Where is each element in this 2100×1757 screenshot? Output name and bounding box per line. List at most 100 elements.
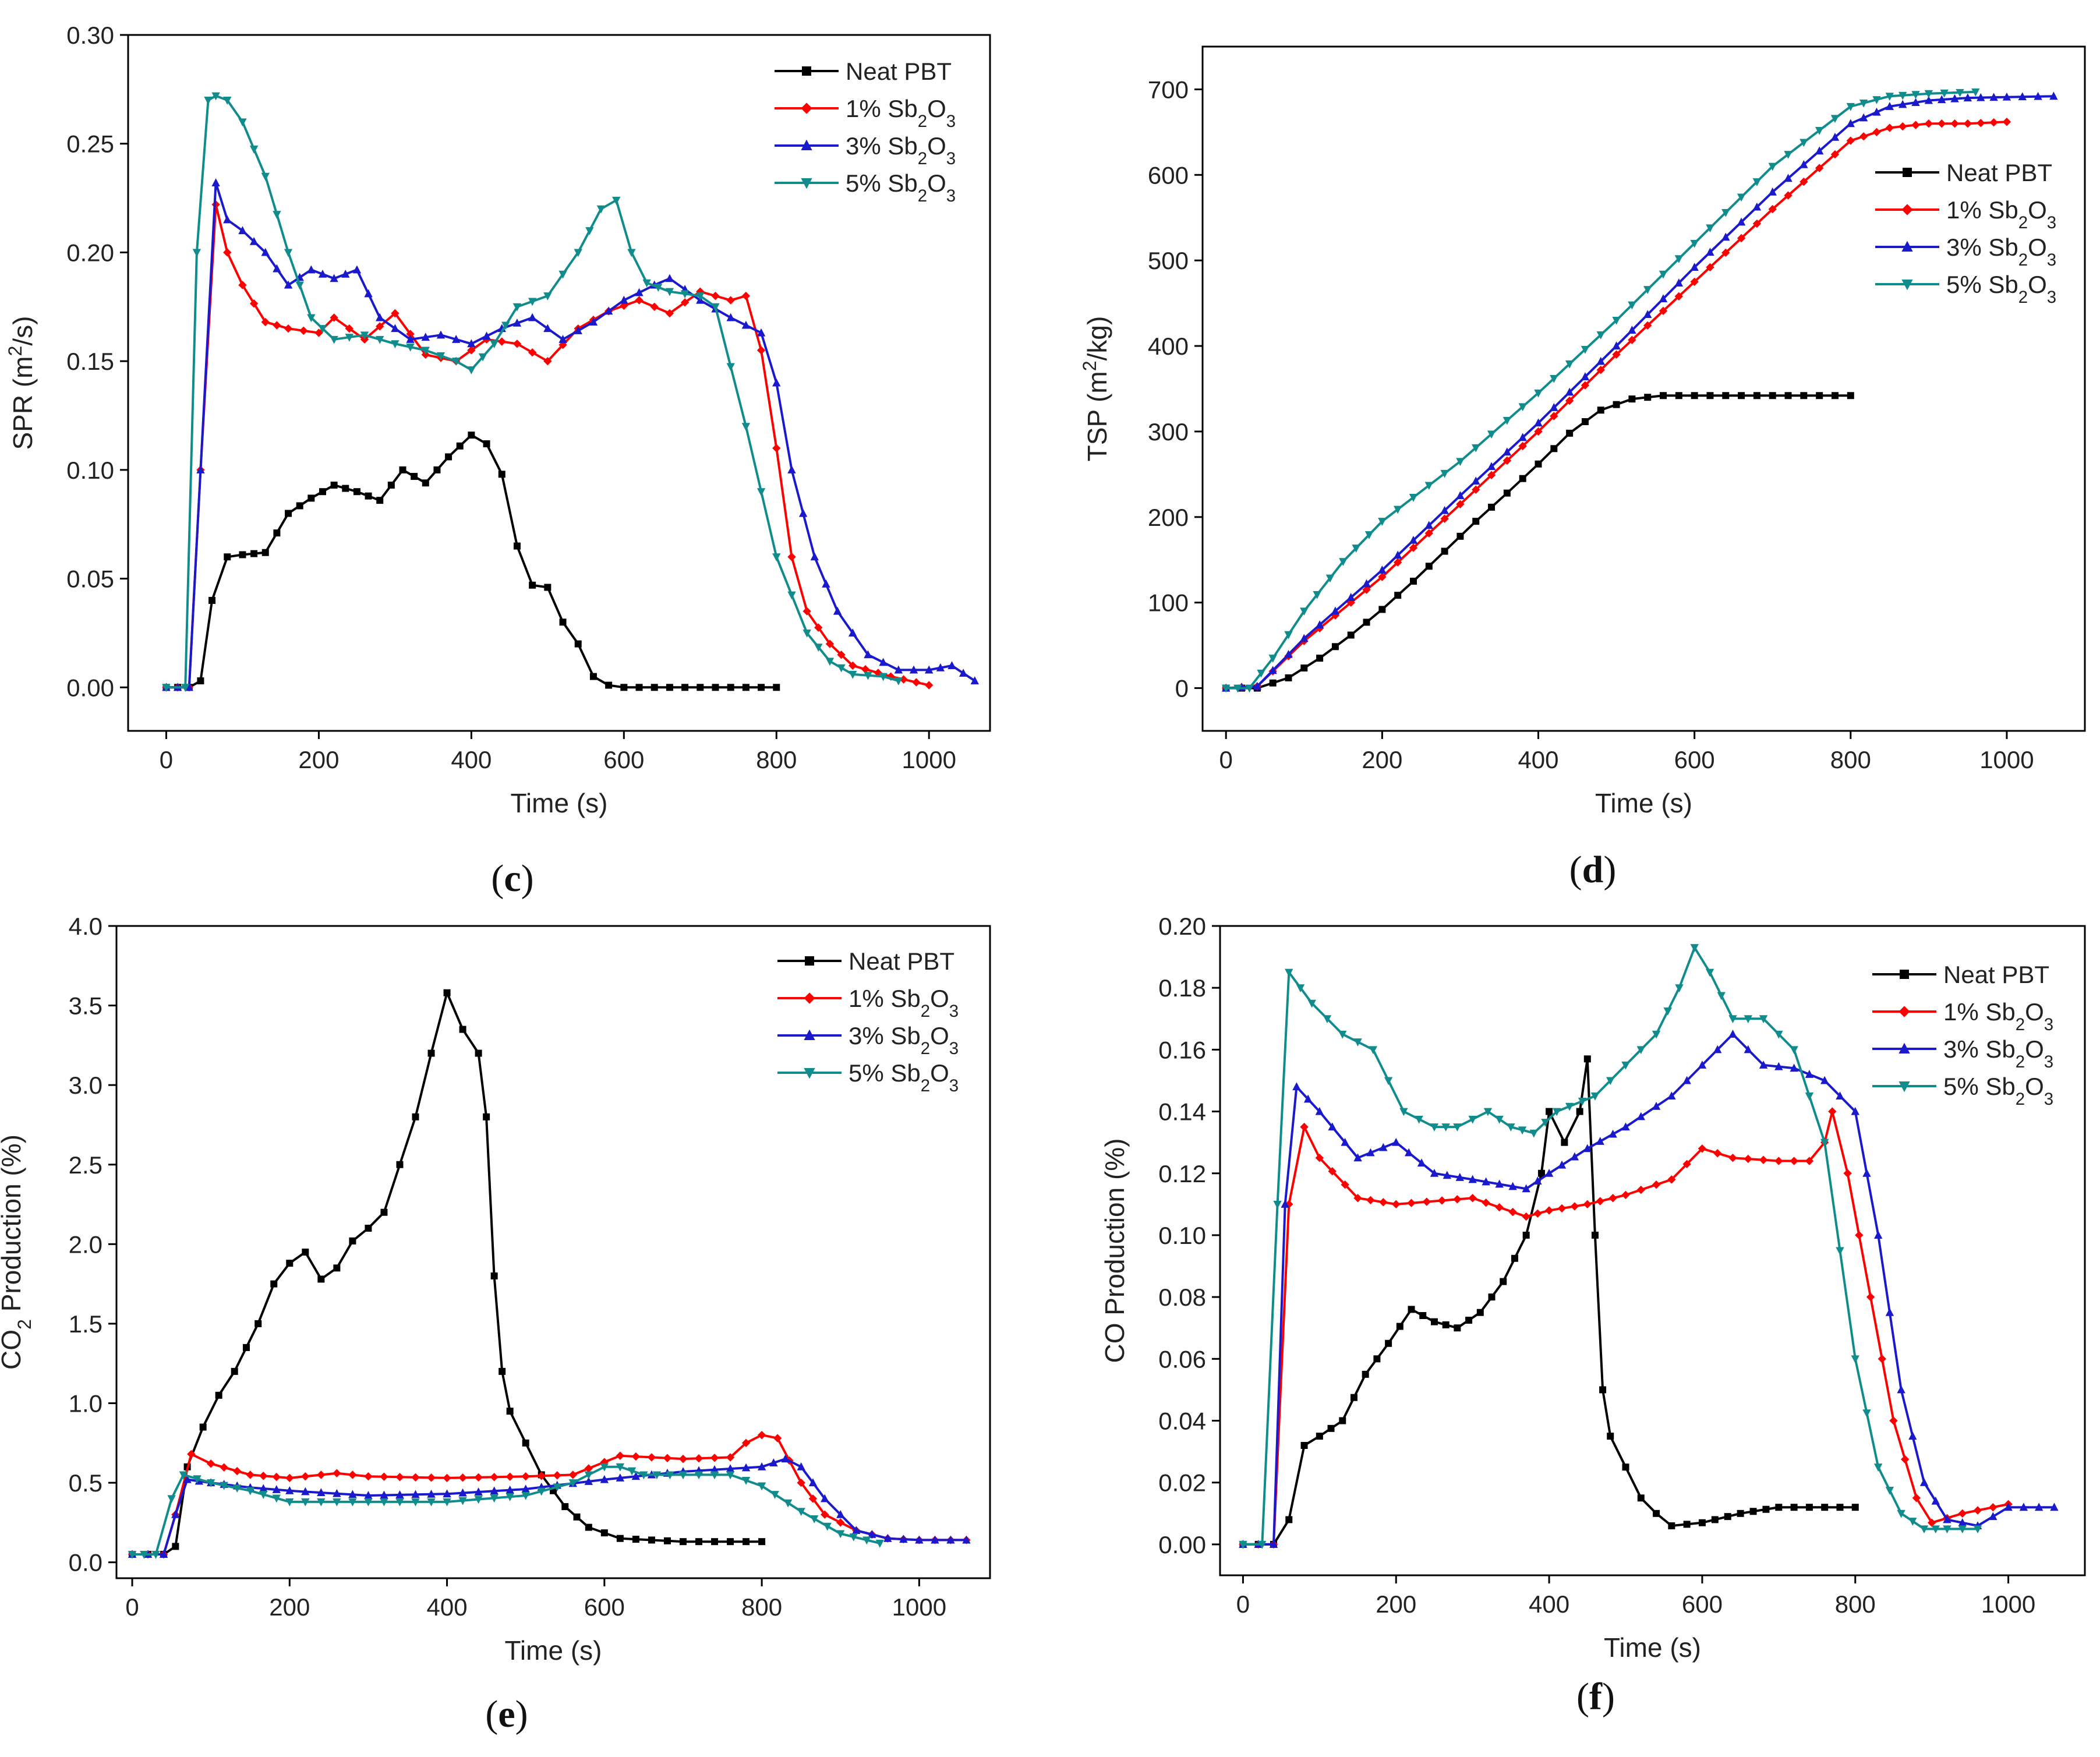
- data-point: [1393, 558, 1402, 567]
- data-point: [666, 1471, 674, 1480]
- y-tick-label: 1.0: [69, 1390, 102, 1417]
- data-point: [1599, 1386, 1607, 1394]
- data-point: [894, 665, 903, 674]
- data-point: [273, 529, 281, 537]
- x-tick-label: 800: [756, 746, 797, 773]
- data-point: [772, 553, 781, 562]
- plot-frame: [1201, 45, 2086, 732]
- data-point: [1698, 1519, 1706, 1526]
- data-point: [468, 432, 475, 439]
- data-point: [1800, 160, 1808, 168]
- data-point: [512, 319, 522, 327]
- data-point: [427, 1473, 436, 1482]
- data-point: [183, 1475, 192, 1483]
- data-point: [1350, 1394, 1357, 1401]
- data-point: [814, 644, 823, 652]
- data-point: [501, 321, 510, 330]
- data-point: [1938, 119, 1946, 128]
- data-point: [529, 581, 536, 589]
- data-point: [1866, 1292, 1875, 1302]
- data-point: [1379, 1198, 1388, 1207]
- data-point: [1973, 1525, 1982, 1534]
- data-point: [395, 1490, 404, 1498]
- data-point: [140, 1551, 149, 1559]
- data-point: [1425, 563, 1433, 570]
- data-point: [528, 348, 537, 357]
- data-point: [1674, 255, 1684, 264]
- data-point: [899, 675, 908, 684]
- data-point: [680, 290, 690, 299]
- data-point: [436, 352, 446, 360]
- data-point: [696, 292, 705, 301]
- data-point: [352, 265, 362, 274]
- data-point: [1698, 1060, 1707, 1069]
- data-point: [301, 1498, 310, 1507]
- data-point: [505, 1472, 514, 1481]
- data-point: [1533, 1176, 1542, 1185]
- data-point: [627, 249, 636, 257]
- data-point: [1628, 335, 1636, 344]
- data-point: [376, 313, 384, 321]
- data-point: [1353, 1153, 1362, 1162]
- data-point: [456, 442, 464, 450]
- data-point: [1453, 1195, 1462, 1204]
- data-point: [1362, 579, 1371, 588]
- data-point: [726, 1453, 735, 1462]
- data-point: [1790, 1046, 1798, 1055]
- x-tick-label: 800: [1835, 1590, 1876, 1618]
- y-tick-label: 0.16: [1158, 1036, 1206, 1063]
- legend-label-neat: Neat PBT: [1943, 961, 2049, 988]
- data-point: [1784, 151, 1793, 159]
- data-point: [474, 1473, 483, 1482]
- data-point: [574, 326, 582, 334]
- data-point: [1404, 1148, 1413, 1157]
- data-point: [862, 1536, 871, 1545]
- data-point: [1963, 119, 1972, 128]
- data-point: [1846, 102, 1855, 111]
- y-tick-label: 500: [1148, 247, 1189, 274]
- data-point: [604, 306, 613, 315]
- data-point: [1339, 1417, 1346, 1424]
- data-point: [620, 295, 628, 304]
- data-point: [543, 356, 552, 366]
- data-point: [1364, 531, 1374, 539]
- data-point: [899, 1535, 908, 1543]
- data-point: [769, 1458, 778, 1466]
- series-line-sb5: [132, 1465, 881, 1556]
- data-point: [772, 444, 781, 452]
- y-tick-label: 0.30: [66, 22, 114, 49]
- data-point: [679, 1538, 687, 1546]
- data-point: [1566, 429, 1574, 437]
- data-point: [1943, 1515, 1951, 1523]
- legend-label-sb3: 3% Sb2O3: [849, 1022, 959, 1058]
- data-point: [272, 1485, 281, 1493]
- data-point: [317, 1498, 326, 1507]
- data-point: [1711, 1516, 1719, 1523]
- data-point: [1958, 1509, 1967, 1518]
- data-point: [1233, 684, 1242, 693]
- data-point: [1453, 1123, 1462, 1132]
- y-tick-label: 0.02: [1158, 1469, 1206, 1497]
- panel-label-d: (d): [1569, 849, 1617, 891]
- data-point: [1347, 631, 1355, 639]
- data-point: [1476, 1309, 1484, 1316]
- data-point: [1341, 1180, 1349, 1189]
- data-point: [808, 1478, 818, 1487]
- data-point: [211, 92, 220, 101]
- data-point: [1522, 1212, 1530, 1221]
- data-point: [1690, 239, 1699, 248]
- data-point: [1911, 91, 1920, 100]
- data-point: [1744, 1015, 1752, 1024]
- data-point: [1533, 1209, 1542, 1218]
- data-point: [710, 1471, 719, 1480]
- data-point: [616, 1535, 624, 1542]
- data-point: [1643, 310, 1652, 319]
- legend-label-neat: Neat PBT: [849, 948, 954, 975]
- data-point: [861, 664, 870, 674]
- data-point: [1768, 204, 1777, 214]
- data-point: [391, 309, 400, 318]
- data-point: [285, 510, 292, 517]
- data-point: [802, 629, 811, 638]
- data-point: [1989, 1512, 1998, 1521]
